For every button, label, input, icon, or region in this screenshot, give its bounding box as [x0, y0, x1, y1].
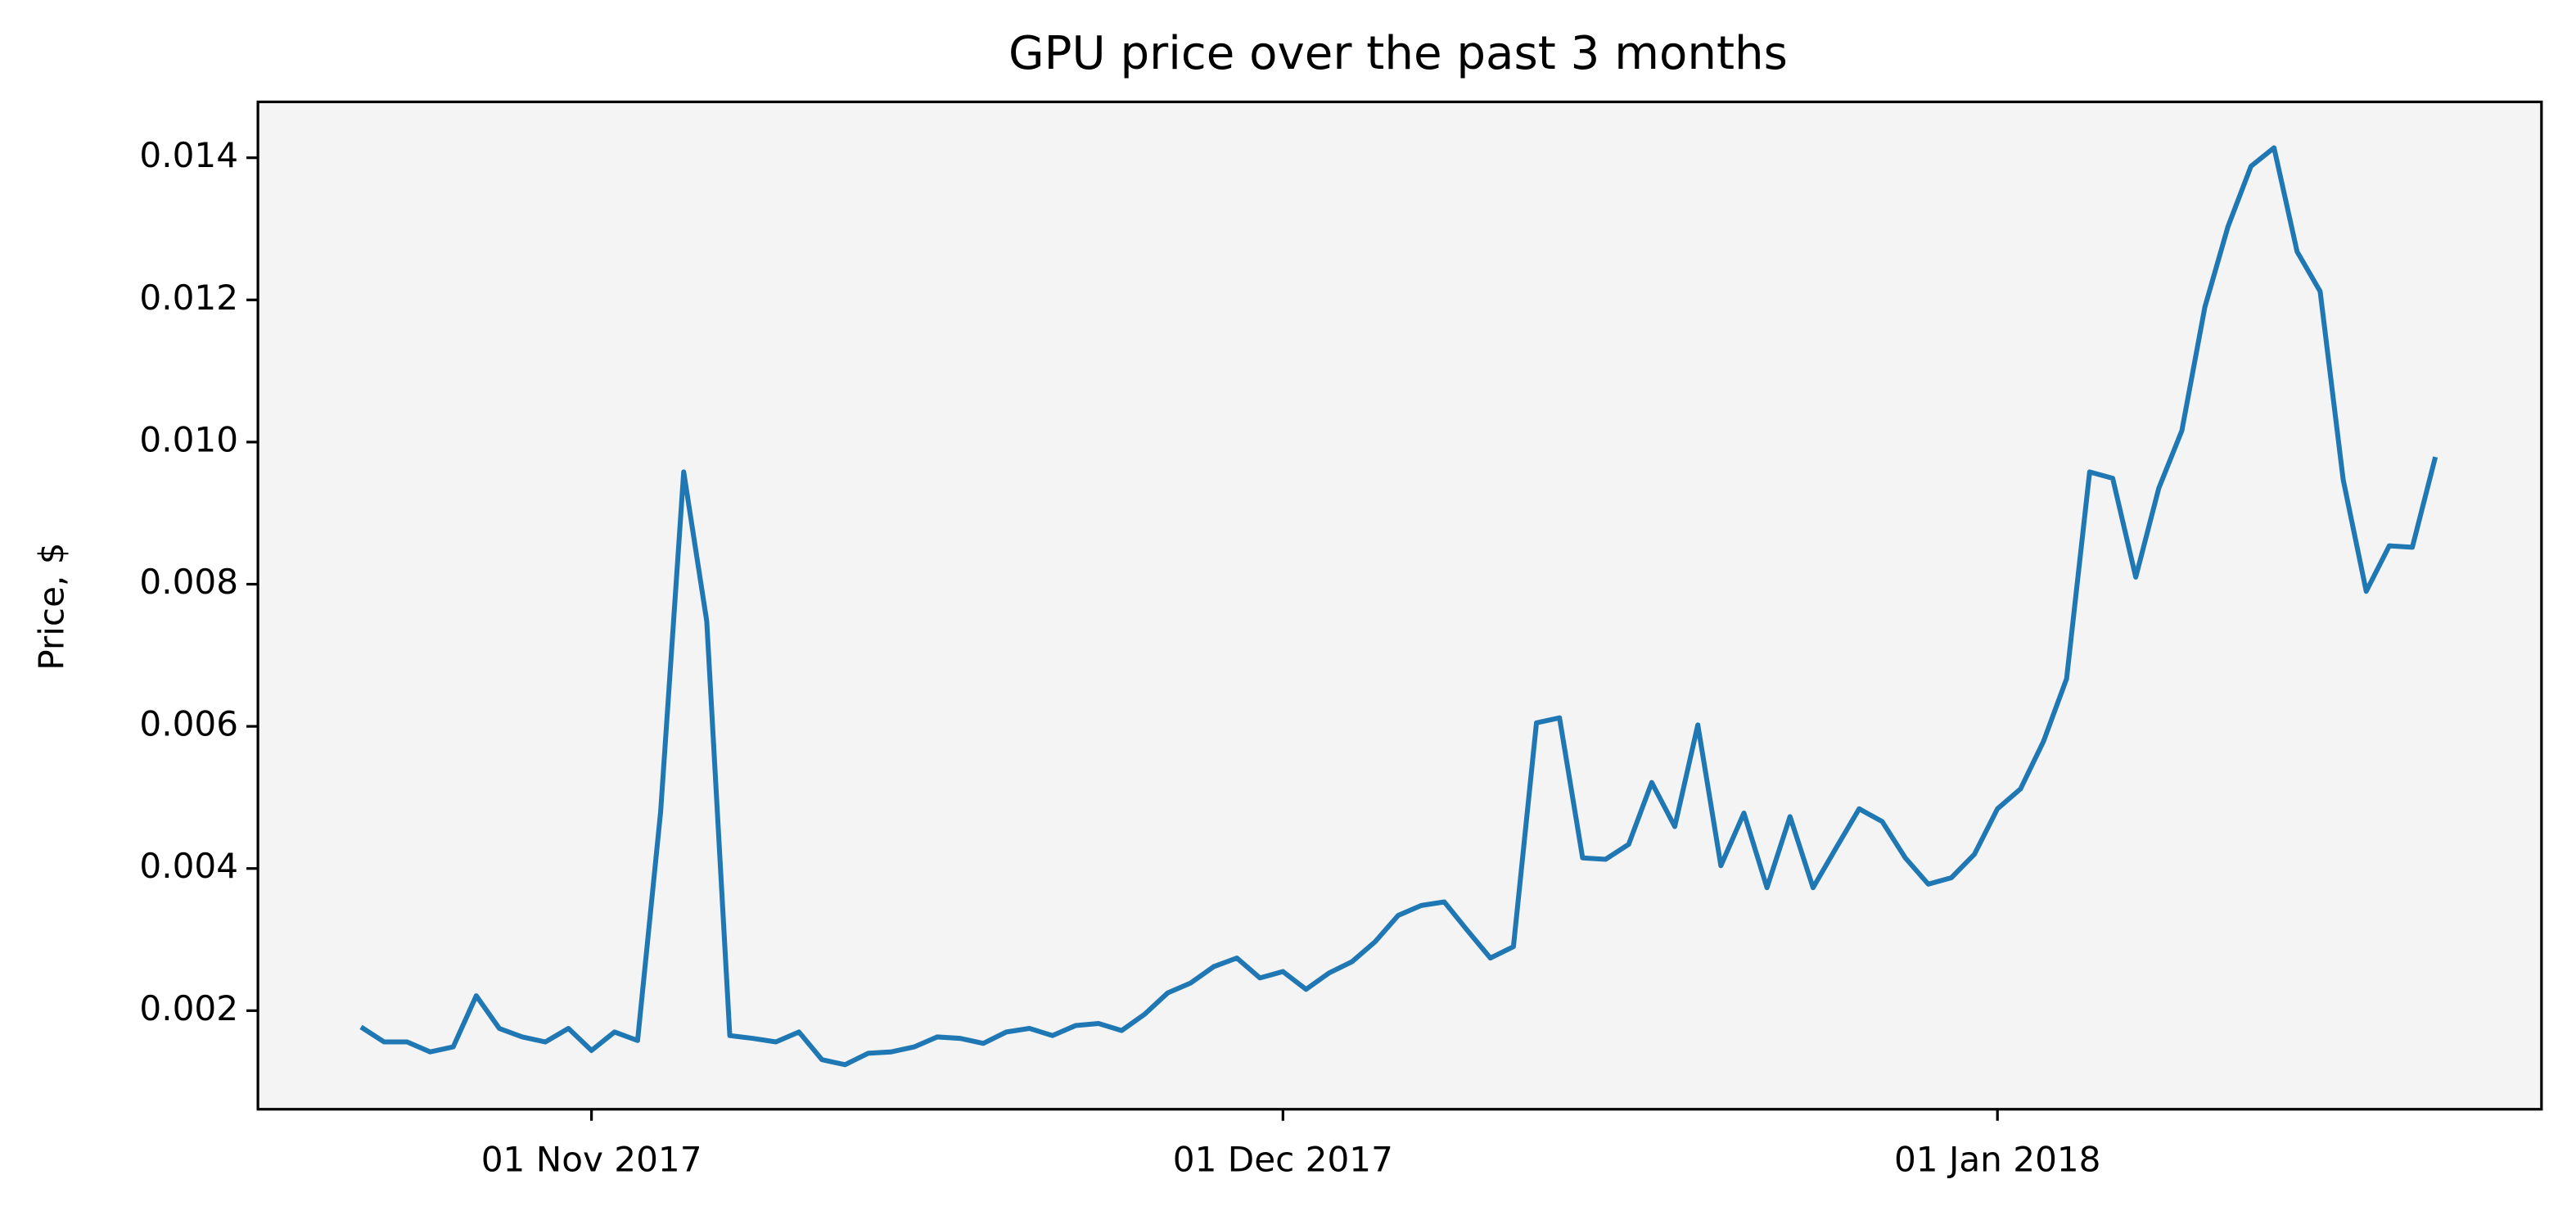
y-tick-label: 0.002 [139, 988, 238, 1028]
x-tick-label: 01 Jan 2018 [1894, 1139, 2101, 1179]
price-line [359, 145, 2438, 1068]
y-tick-label: 0.012 [139, 278, 238, 318]
y-tick-label: 0.010 [139, 419, 238, 459]
y-tick-label: 0.006 [139, 704, 238, 744]
x-tick-label: 01 Dec 2017 [1173, 1139, 1393, 1179]
y-axis-label: Price, $ [32, 542, 72, 670]
chart-title: GPU price over the past 3 months [1008, 27, 1788, 80]
plot-area [258, 102, 2542, 1109]
y-tick-label: 0.014 [139, 135, 238, 175]
x-tick-label: 01 Nov 2017 [481, 1139, 702, 1179]
y-tick-label: 0.004 [139, 846, 238, 886]
y-tick-label: 0.008 [139, 562, 238, 602]
plot-frame [256, 100, 2543, 1111]
